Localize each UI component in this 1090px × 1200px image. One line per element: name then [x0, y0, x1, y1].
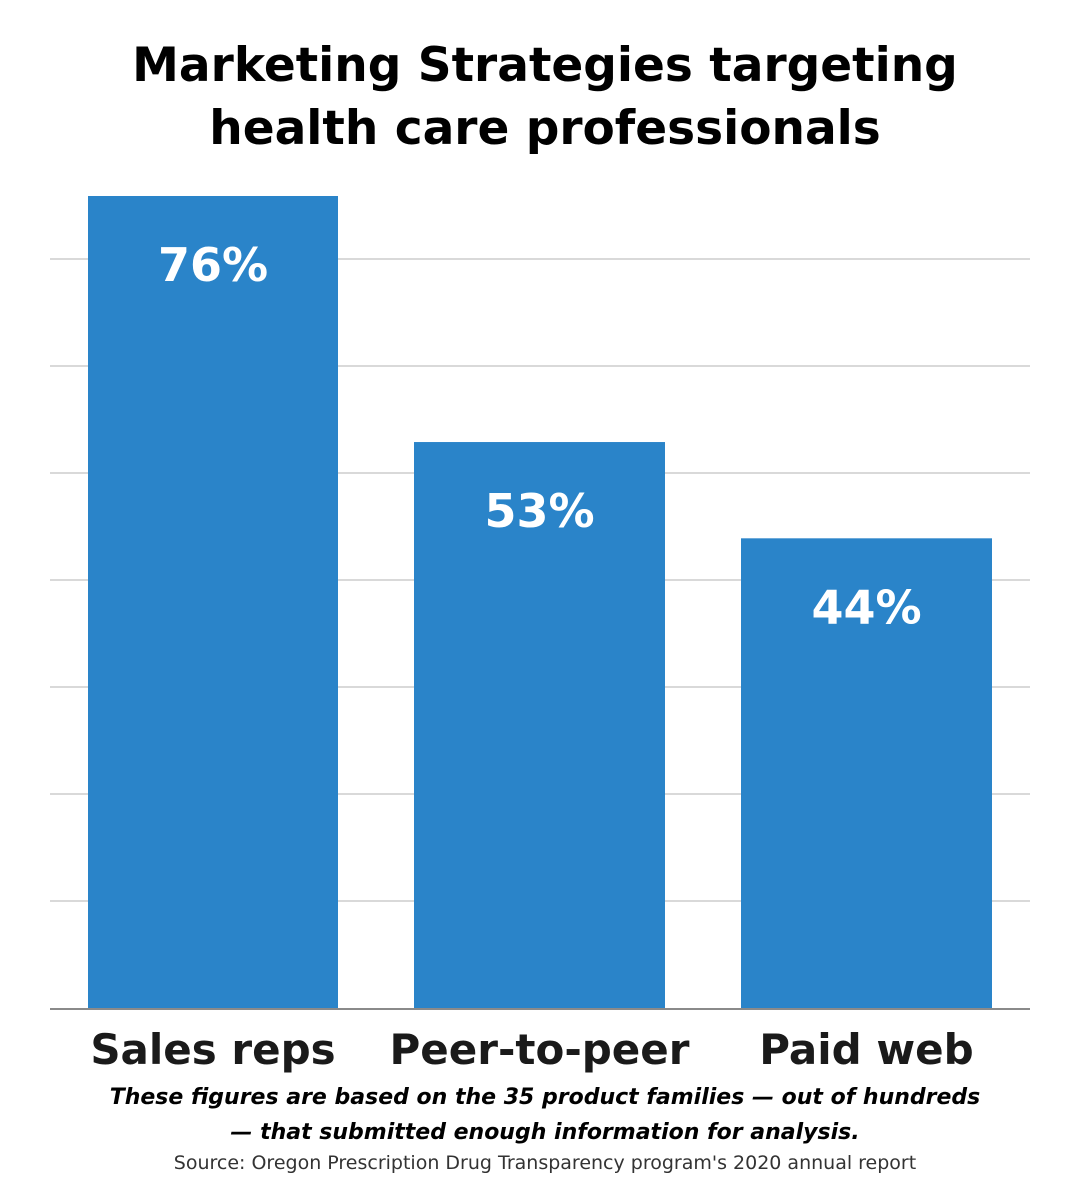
bar-paid-web	[741, 538, 992, 1009]
data-label: 76%	[158, 238, 268, 292]
footnote: These figures are based on the 35 produc…	[0, 1080, 1090, 1150]
source-credit: Source: Oregon Prescription Drug Transpa…	[173, 1152, 917, 1174]
category-label: Sales reps	[90, 1025, 335, 1074]
category-label: Peer-to-peer	[389, 1025, 689, 1074]
bar-sales-reps	[88, 196, 338, 1009]
footnote-line-2: — that submitted enough information for …	[230, 1120, 860, 1145]
chart-title-line-2: health care professionals	[209, 101, 881, 156]
data-label: 44%	[811, 580, 921, 634]
bar-peer-to-peer	[414, 442, 665, 1010]
chart-title-line-1: Marketing Strategies targeting	[132, 38, 958, 93]
data-label: 53%	[484, 484, 594, 538]
chart-title: Marketing Strategies targeting health ca…	[0, 34, 1090, 160]
bar-chart: 76% Sales reps 53% Peer-to-peer 44% Paid web	[50, 196, 1030, 1074]
footnote-line-1: These figures are based on the 35 produc…	[109, 1085, 981, 1110]
category-label: Paid web	[759, 1025, 973, 1074]
